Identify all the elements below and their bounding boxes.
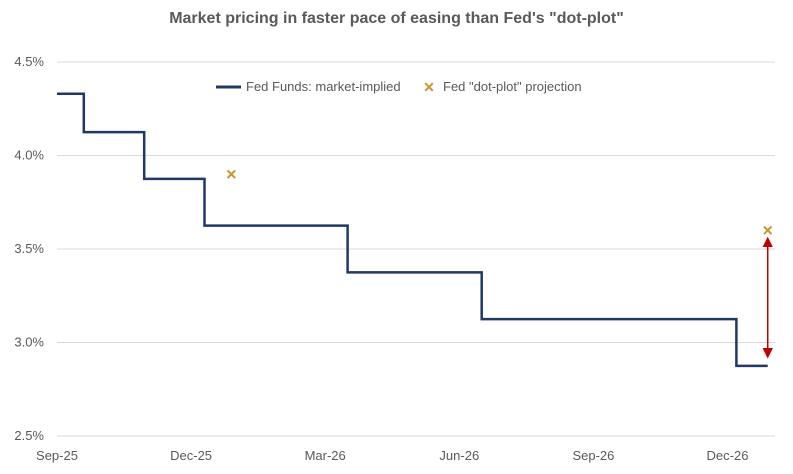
chart-title: Market pricing in faster pace of easing … <box>169 10 624 27</box>
legend-label-market-implied: Fed Funds: market-implied <box>246 79 401 94</box>
x-tick-label: Mar-26 <box>305 448 346 463</box>
y-tick-label: 3.0% <box>14 335 44 350</box>
x-tick-label: Sep-26 <box>572 448 614 463</box>
y-tick-label: 4.5% <box>14 54 44 69</box>
y-tick-label: 2.5% <box>14 428 44 443</box>
dot-plot-marker <box>763 225 773 235</box>
x-tick-label: Dec-26 <box>707 448 749 463</box>
legend-label-dot-plot: Fed "dot-plot" projection <box>443 79 582 94</box>
y-tick-label: 4.0% <box>14 148 44 163</box>
y-tick-label: 3.5% <box>14 241 44 256</box>
legend-marker-swatch <box>424 82 434 92</box>
x-tick-label: Dec-25 <box>170 448 212 463</box>
x-tick-label: Sep-25 <box>36 448 78 463</box>
dot-plot-marker <box>226 169 236 179</box>
series-line-market-implied <box>57 92 768 368</box>
x-tick-label: Jun-26 <box>439 448 479 463</box>
